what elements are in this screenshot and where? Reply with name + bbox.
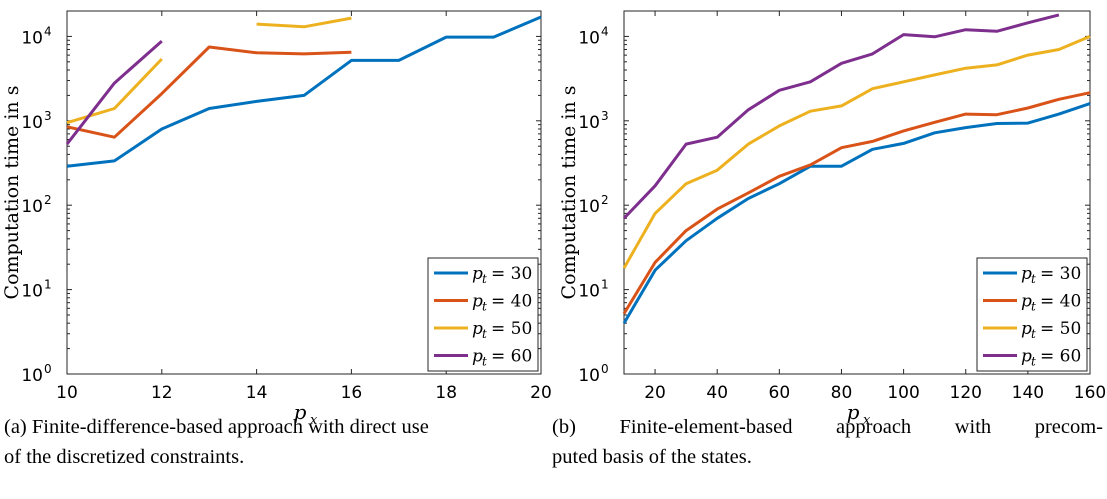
- y-tick-exponent: 4: [601, 24, 609, 38]
- legend-label-var: p: [472, 319, 483, 339]
- y-tick-exponent: 1: [601, 278, 609, 292]
- legend-box: [976, 257, 1088, 372]
- legend-label-sub: t: [482, 272, 487, 286]
- legend-label-value: = 60: [491, 347, 532, 367]
- legend-label-var: p: [1021, 319, 1032, 339]
- x-tick-label: 160: [1074, 383, 1106, 403]
- legend-label-var: p: [472, 292, 483, 312]
- y-tick-label: 10: [578, 113, 600, 133]
- caption-b: (b) Finite-element-based approach with p…: [552, 412, 1103, 472]
- y-tick-exponent: 2: [601, 193, 609, 207]
- y-tick-label: 10: [21, 28, 43, 48]
- y-tick-exponent: 3: [601, 109, 609, 123]
- legend-label-sub: t: [482, 300, 487, 314]
- x-tick-label: 16: [341, 383, 363, 403]
- legend-label-value: = 40: [491, 292, 532, 312]
- y-tick-exponent: 4: [44, 24, 52, 38]
- x-tick-label: 12: [151, 383, 173, 403]
- x-tick-label: 20: [530, 383, 552, 403]
- plot-area-frame: [623, 10, 1091, 375]
- x-tick-label: 40: [706, 383, 728, 403]
- x-tick-label: 18: [435, 383, 457, 403]
- y-tick-label: 10: [578, 366, 600, 386]
- series-line-pt50: [622, 35, 1091, 269]
- legend: p t = 30p t = 40p t = 50p t = 60: [976, 257, 1088, 372]
- legend-label-value: = 30: [491, 264, 532, 284]
- series-line-pt50: [256, 16, 352, 29]
- x-tick-label: 100: [887, 383, 919, 403]
- y-tick-label: 10: [578, 197, 600, 217]
- x-tick-label: 140: [1012, 383, 1044, 403]
- series-line-pt40: [622, 91, 1091, 315]
- x-tick-label: 80: [831, 383, 853, 403]
- legend-label-value: = 50: [491, 319, 532, 339]
- legend-label-value: = 60: [1040, 347, 1081, 367]
- x-tick-label: 120: [950, 383, 982, 403]
- legend-label-sub: t: [482, 355, 487, 369]
- y-tick-label: 10: [578, 28, 600, 48]
- legend-label-value: = 50: [1040, 319, 1081, 339]
- caption-a-line-2: of the discretized constraints.: [4, 446, 245, 468]
- y-axis-label: Computation time in s: [558, 86, 580, 300]
- legend-label-sub: t: [1031, 272, 1036, 286]
- legend-label-sub: t: [1031, 327, 1036, 341]
- y-tick-exponent: 1: [44, 278, 52, 292]
- plot-area-frame: [66, 10, 542, 375]
- x-tick-label: 14: [246, 383, 268, 403]
- legend-label-sub: t: [1031, 355, 1036, 369]
- x-tick-label: 60: [769, 383, 791, 403]
- legend-label-var: p: [472, 264, 483, 284]
- y-tick-exponent: 0: [44, 362, 52, 376]
- caption-a-line-1: (a) Finite-difference-based approach wit…: [4, 416, 429, 438]
- caption-b-line-2: puted basis of the states.: [552, 446, 752, 468]
- series-line-pt30: [66, 15, 542, 168]
- series-line-pt60: [622, 13, 1060, 220]
- legend-label-value: = 40: [1040, 292, 1081, 312]
- legend-box: [427, 257, 539, 372]
- y-axis-label: Computation time in s: [1, 86, 23, 300]
- y-tick-exponent: 2: [44, 193, 52, 207]
- legend-label-sub: t: [1031, 300, 1036, 314]
- legend-label-var: p: [1021, 347, 1032, 367]
- x-axis-label-subscript: x: [310, 413, 318, 428]
- x-axis-label: p: [847, 400, 860, 424]
- x-axis-label-subscript: x: [863, 413, 871, 428]
- legend-label-value: = 30: [1040, 264, 1081, 284]
- series-line-pt50: [66, 57, 163, 125]
- x-tick-label: 10: [56, 383, 78, 403]
- legend-label-var: p: [1021, 292, 1032, 312]
- y-tick-label: 10: [21, 197, 43, 217]
- legend-label-var: p: [1021, 264, 1032, 284]
- y-tick-exponent: 0: [601, 362, 609, 376]
- legend-label-sub: t: [482, 327, 487, 341]
- y-tick-label: 10: [578, 282, 600, 302]
- series-line-pt40: [66, 45, 352, 139]
- legend-label-var: p: [472, 347, 483, 367]
- y-tick-label: 10: [21, 366, 43, 386]
- caption-b-line-1: (b) Finite-element-based approach with p…: [552, 416, 1103, 438]
- series-line-pt60: [65, 39, 163, 146]
- y-tick-label: 10: [21, 113, 43, 133]
- legend: p t = 30p t = 40p t = 50p t = 60: [427, 257, 539, 372]
- x-axis-label: p: [294, 400, 307, 424]
- y-tick-exponent: 3: [44, 109, 52, 123]
- y-tick-label: 10: [21, 282, 43, 302]
- series-line-pt30: [622, 102, 1091, 324]
- caption-a: (a) Finite-difference-based approach wit…: [4, 412, 555, 472]
- x-tick-label: 20: [644, 383, 666, 403]
